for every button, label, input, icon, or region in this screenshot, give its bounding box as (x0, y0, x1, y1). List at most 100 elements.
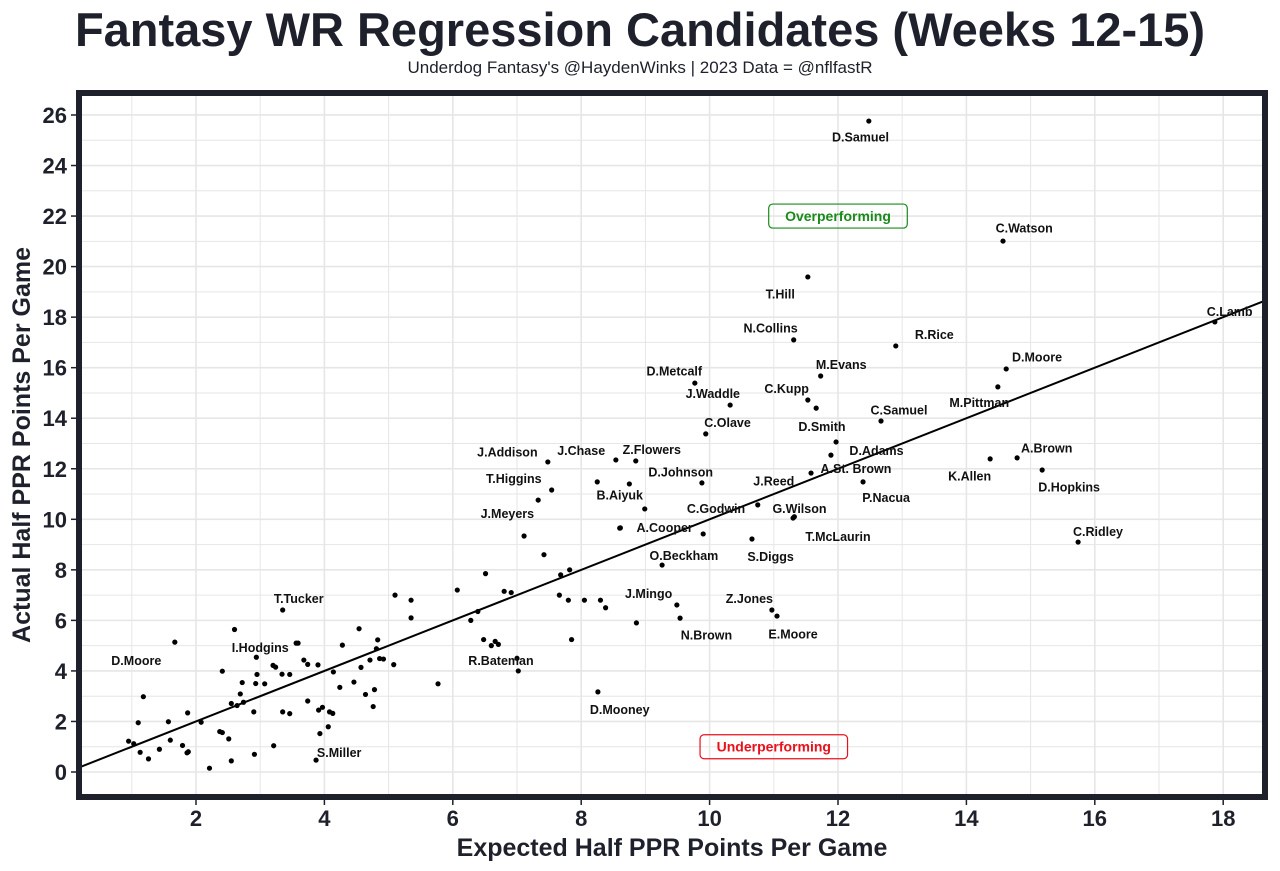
x-tick-label: 2 (190, 806, 202, 831)
point-label: T.McLaurin (805, 530, 870, 544)
points-layer (125, 118, 1218, 771)
data-point (301, 657, 307, 663)
data-point (305, 661, 311, 667)
chart-subtitle: Underdog Fantasy's @HaydenWinks | 2023 D… (407, 58, 873, 77)
data-point (339, 642, 345, 648)
data-point-labeled (749, 536, 755, 542)
data-point (558, 572, 564, 578)
point-label: M.Evans (816, 358, 867, 372)
point-label: T.Higgins (486, 472, 542, 486)
data-point (253, 654, 259, 660)
data-point (337, 684, 343, 690)
data-point (568, 636, 575, 643)
data-point (305, 698, 311, 704)
data-point (325, 724, 331, 730)
point-label: D.Mooney (590, 703, 650, 717)
data-point (356, 626, 362, 632)
data-point-labeled (769, 607, 775, 613)
y-tick-label: 8 (55, 558, 67, 583)
data-point (495, 641, 501, 647)
y-axis-label: Actual Half PPR Points Per Game (8, 247, 36, 643)
y-tick-label: 18 (43, 305, 67, 330)
data-point (375, 637, 381, 643)
x-tick-label: 18 (1211, 806, 1235, 831)
data-point (165, 719, 171, 725)
y-tick-label: 26 (43, 103, 67, 128)
data-point (330, 669, 336, 675)
point-label: Z.Jones (726, 592, 773, 606)
data-point (317, 730, 323, 737)
data-point-labeled (595, 689, 601, 695)
data-point (145, 756, 152, 762)
data-point (535, 497, 541, 503)
point-label: D.Hopkins (1038, 481, 1100, 495)
y-tick-label: 22 (43, 204, 67, 229)
y-tick-label: 6 (55, 608, 67, 633)
point-label: R.Rice (915, 328, 954, 342)
data-point (131, 741, 137, 747)
point-label: P.Nacua (862, 491, 911, 505)
data-point (435, 681, 441, 687)
point-label: S.Miller (317, 746, 362, 760)
data-point (330, 710, 336, 716)
x-tick-label: 12 (826, 806, 850, 831)
reference-line (77, 299, 1266, 769)
data-point (219, 668, 225, 674)
data-point (254, 671, 260, 678)
point-label: C.Lamb (1207, 305, 1253, 319)
data-point (319, 704, 326, 710)
grid-lines (82, 96, 1262, 794)
annotation-text: Underperforming (717, 739, 831, 755)
data-point-labeled (1212, 319, 1218, 325)
underperforming-annotation: Underperforming (699, 734, 849, 760)
plot-background (82, 96, 1262, 794)
data-point (156, 746, 163, 752)
data-point (179, 742, 186, 749)
point-label: J.Chase (557, 444, 605, 458)
data-point (125, 738, 132, 744)
data-point-labeled (280, 607, 286, 613)
data-point-labeled (791, 514, 797, 520)
data-point (240, 699, 247, 705)
data-point (468, 617, 474, 623)
x-tick-label: 10 (697, 806, 721, 831)
point-label: D.Adams (849, 444, 903, 458)
data-point (135, 720, 141, 726)
data-point (594, 479, 600, 485)
point-label: C.Olave (704, 416, 751, 430)
point-label: N.Collins (744, 322, 798, 336)
data-point (239, 679, 245, 686)
x-tick-label: 8 (575, 806, 587, 831)
data-point (488, 643, 494, 649)
overperforming-annotation: Overperforming (768, 203, 908, 229)
data-point (287, 711, 293, 717)
data-point (508, 589, 514, 596)
data-point (198, 719, 204, 725)
point-label: C.Samuel (871, 404, 928, 418)
data-point (373, 646, 380, 652)
data-point-labeled (818, 373, 824, 379)
data-point (541, 552, 547, 558)
point-label: B.Aiyuk (596, 488, 643, 502)
point-label: C.Watson (996, 222, 1053, 236)
data-point-labeled (1003, 366, 1009, 372)
data-point (287, 671, 293, 678)
data-point (226, 736, 232, 742)
data-point-labeled (828, 452, 834, 458)
data-point-labeled (1014, 455, 1020, 461)
regression-line (77, 299, 1266, 769)
point-label: D.Metcalf (647, 364, 703, 378)
point-label: A.St. Brown (821, 462, 892, 476)
point-label: D.Johnson (648, 466, 713, 480)
point-label: D.Moore (1012, 351, 1062, 365)
data-point-labeled (172, 639, 178, 645)
data-point-labeled (808, 470, 814, 476)
point-label: J.Waddle (686, 387, 740, 401)
data-point-labeled (1039, 467, 1045, 473)
point-label: J.Addison (477, 445, 537, 459)
data-point (251, 709, 257, 715)
data-point (371, 687, 378, 693)
data-point-labeled (860, 479, 866, 485)
point-label: O.Beckham (650, 549, 719, 563)
data-point (253, 680, 259, 687)
